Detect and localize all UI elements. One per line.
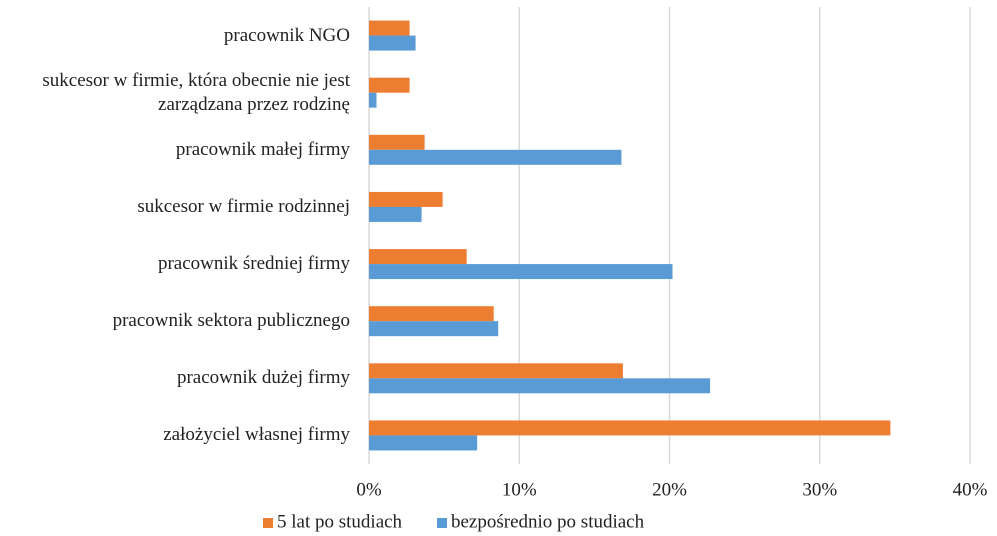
x-tick-label: 10% (502, 479, 537, 500)
y-tick-label: pracownik średniej firmy (157, 253, 350, 275)
y-tick-label: pracownik dużej firmy (176, 367, 350, 389)
legend-label: bezpośrednio po studiach (451, 511, 645, 532)
bar (369, 92, 377, 108)
y-tick-label: sukcesor w firmie rodzinnej (137, 195, 350, 217)
y-tick-label: pracownik NGO (223, 24, 350, 46)
bar (369, 149, 622, 165)
bar (369, 35, 416, 51)
bar (369, 191, 443, 207)
y-tick-label: założyciel własnej firmy (163, 424, 350, 446)
bar (369, 264, 673, 280)
bar (369, 420, 891, 436)
bar (369, 20, 410, 36)
bar (369, 321, 499, 337)
bar (369, 249, 467, 265)
legend-swatch (263, 518, 273, 528)
x-tick-label: 0% (356, 479, 382, 500)
bar (369, 363, 623, 379)
bar (369, 77, 410, 93)
y-tick-label: sukcesor w firmie, która obecnie nie jes… (42, 69, 350, 115)
bar (369, 134, 425, 150)
y-tick-label: pracownik sektora publicznego (112, 310, 350, 332)
x-tick-label: 30% (802, 479, 837, 500)
bar (369, 435, 478, 451)
y-tick-label: pracownik małej firmy (175, 138, 350, 160)
bar (369, 206, 422, 222)
x-tick-label: 20% (652, 479, 687, 500)
x-tick-label: 40% (953, 479, 988, 500)
legend-label: 5 lat po studiach (277, 511, 403, 532)
legend-swatch (437, 518, 447, 528)
bar (369, 378, 711, 394)
bar (369, 306, 494, 322)
